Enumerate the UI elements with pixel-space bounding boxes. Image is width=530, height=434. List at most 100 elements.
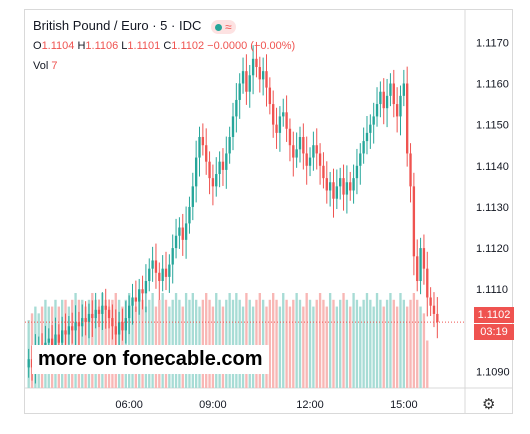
time-tick-label: 06:00 [115, 399, 143, 411]
volume-bar [194, 299, 198, 388]
candle-body [107, 309, 111, 319]
close-label: C [163, 40, 172, 52]
volume-bar [406, 306, 409, 388]
volume-bar [402, 299, 406, 388]
candle-body [305, 153, 308, 166]
symbol-title[interactable]: British Pound / Euro · 5 · IDC [33, 18, 202, 33]
candle-body [104, 305, 107, 310]
gear-icon[interactable]: ⚙ [482, 396, 496, 413]
candle-body [158, 272, 161, 282]
candle-body [392, 83, 395, 105]
volume-value: 7 [51, 60, 58, 72]
open-label: O [33, 40, 42, 52]
volume-bar [148, 299, 151, 388]
candle-body [117, 322, 121, 335]
volume-bar [328, 293, 332, 388]
volume-bar [208, 299, 211, 388]
time-tick-label: 15:00 [390, 399, 418, 411]
volume-bar [278, 306, 282, 388]
volume-bar [261, 299, 265, 388]
candle-body [101, 305, 104, 314]
volume-bar [318, 293, 322, 388]
legend-title-row: British Pound / Euro · 5 · IDC ≈ [33, 18, 236, 34]
volume-bar [382, 306, 385, 388]
candle-body [208, 161, 211, 179]
low-value: 1.1101 [127, 40, 161, 52]
low-label: L [121, 40, 128, 52]
candle-body [161, 268, 164, 282]
candle-body [416, 256, 419, 282]
candle-body [429, 297, 432, 306]
volume-bar [302, 306, 305, 388]
volume-bar [332, 299, 335, 388]
candle-body [91, 313, 94, 319]
candle-body [412, 186, 416, 257]
candle-body [432, 305, 436, 314]
volume-bar [352, 293, 355, 388]
candle-body [60, 330, 64, 343]
volume-bar [372, 306, 375, 388]
candle-body [295, 149, 298, 158]
candle-body [191, 186, 194, 207]
candle-body [318, 153, 322, 166]
volume-bar [164, 299, 168, 388]
candle-body [268, 87, 272, 105]
price-tick-label: 1.1110 [476, 284, 508, 296]
status-dot-icon [214, 24, 222, 32]
bar-countdown-tag: 03:19 [474, 324, 514, 340]
candle-body [315, 145, 318, 154]
volume-bar [184, 293, 188, 388]
volume-bar [395, 306, 399, 388]
candle-body [298, 136, 302, 150]
close-value: 1.1102 [171, 40, 205, 52]
candle-body [138, 289, 141, 302]
candle-body [148, 268, 151, 282]
candle-body [245, 71, 248, 92]
candle-body [97, 309, 101, 314]
volume-bar [419, 306, 422, 388]
volume-bar [258, 293, 261, 388]
time-tick-label: 09:00 [199, 399, 227, 411]
candle-body [144, 281, 148, 294]
candle-body [151, 260, 154, 269]
candle-body [285, 112, 288, 129]
candle-body [141, 289, 144, 294]
candle-body [94, 309, 97, 319]
candle-body [134, 297, 138, 302]
watermark-text: more on fonecable.com [32, 345, 269, 374]
volume-bar [225, 299, 228, 388]
volume-bar [245, 293, 248, 388]
volume-bar [409, 299, 412, 388]
candle-body [238, 83, 241, 100]
candle-body [154, 260, 158, 273]
candle-body [369, 124, 372, 133]
candle-body [282, 112, 285, 117]
volume-bar [151, 293, 154, 388]
high-label: H [77, 40, 86, 52]
open-value: 1.1104 [41, 40, 75, 52]
candle-body [275, 124, 278, 133]
candle-body [325, 178, 328, 191]
candle-body [251, 58, 255, 76]
candle-body [205, 145, 208, 162]
candle-body [181, 227, 184, 240]
candle-body [194, 157, 198, 187]
volume-bar [335, 306, 339, 388]
market-status-badge[interactable]: ≈ [210, 19, 236, 34]
candle-body [389, 83, 392, 96]
candle-body [426, 268, 429, 298]
volume-bar [191, 293, 194, 388]
volume-bar [71, 299, 74, 388]
candle-body [114, 326, 117, 335]
candle-body [171, 248, 174, 265]
candle-body [382, 91, 385, 109]
price-tick-label: 1.1120 [476, 243, 509, 255]
change-value: −0.0000 (−0.00%) [207, 40, 296, 52]
candle-body [395, 104, 399, 117]
candle-body [372, 116, 375, 125]
volume-bar [312, 306, 315, 388]
candle-body [241, 71, 245, 84]
candle-body [121, 322, 124, 331]
volume-bar [218, 299, 221, 388]
candle-body [328, 182, 332, 191]
